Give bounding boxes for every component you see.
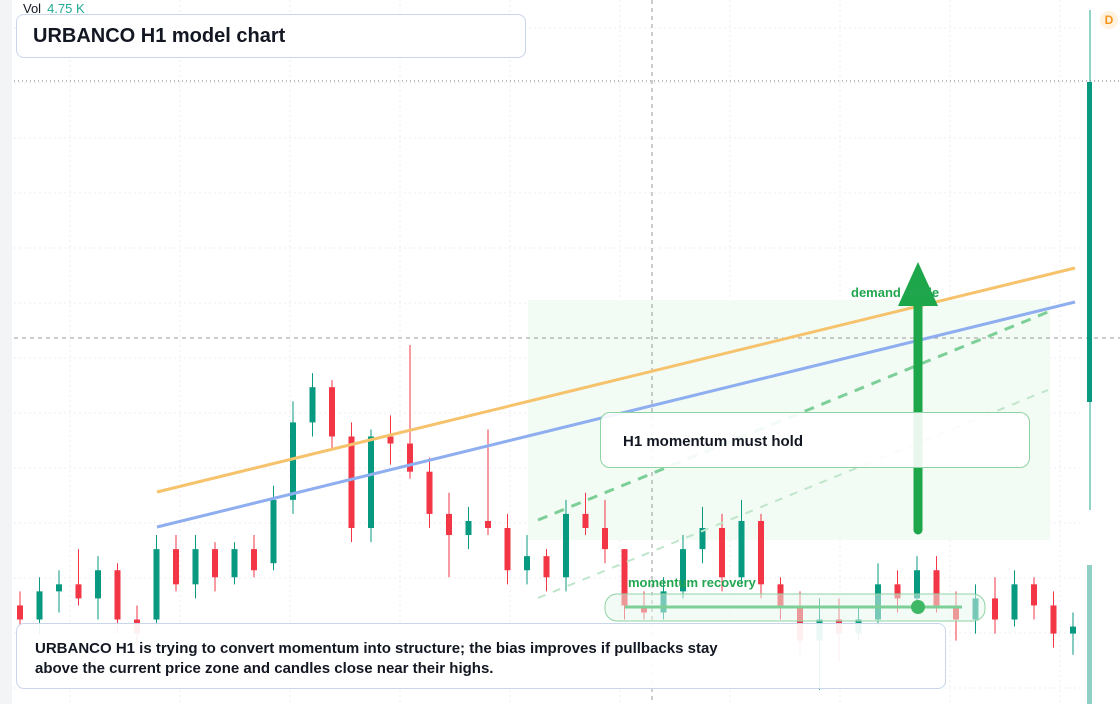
candle-body (348, 436, 355, 528)
vol-value: 4.75 K (47, 1, 85, 16)
title: URBANCO H1 model chart (33, 25, 286, 47)
candles (17, 344, 1076, 690)
candle-body (1050, 605, 1057, 634)
candle-body (329, 387, 335, 437)
candle-body (758, 520, 764, 585)
candle-body (368, 436, 374, 528)
recovery-dot (911, 600, 925, 614)
candle-body (290, 422, 296, 500)
volume-bar-low (1087, 565, 1092, 704)
candle-body (563, 513, 569, 578)
candle-body (582, 513, 589, 528)
candle-body (270, 499, 277, 564)
left-edge (0, 0, 12, 704)
candle-body (543, 556, 550, 578)
candle-body (212, 549, 218, 578)
candle-body (719, 528, 725, 578)
recovery-label: momentum recovery (628, 575, 756, 590)
candle-body (36, 591, 43, 620)
candle-body (1031, 584, 1037, 606)
candle-body (485, 520, 491, 528)
caption-box: URBANCO H1 is trying to convert momentum… (16, 623, 946, 689)
candle-body (894, 584, 901, 599)
volume-readout: Vol 4.75 K (23, 1, 85, 16)
candle-body (465, 520, 472, 536)
candle-body (407, 443, 413, 472)
volume-bar (1087, 82, 1092, 402)
candle-body (153, 549, 160, 620)
candle-body (56, 584, 62, 592)
callout-text: H1 momentum must hold (623, 433, 804, 450)
candle-body (914, 570, 920, 599)
candle-body (173, 549, 179, 585)
candle-body (192, 549, 199, 585)
candle-body (446, 513, 452, 536)
candle-body (504, 528, 511, 571)
candle-body (1070, 626, 1076, 634)
title-box: URBANCO H1 model chart (16, 14, 526, 58)
demand-label: demand guide (851, 285, 940, 300)
candle-body (114, 570, 121, 620)
candle-body (621, 549, 628, 606)
vol-label: Vol (23, 1, 42, 16)
arrow-head (898, 262, 938, 306)
callout: H1 momentum must hold (600, 412, 1030, 468)
candle-body (426, 471, 433, 514)
candle-body (1011, 584, 1018, 620)
caption: URBANCO H1 is trying to convert momentum… (35, 640, 718, 677)
candle-body (738, 520, 745, 578)
candle-body (602, 528, 608, 550)
candle-body (231, 549, 238, 578)
dashed-channel-low (537, 389, 1049, 599)
candle-body (524, 556, 530, 571)
candle-body (75, 584, 82, 599)
candle-body (387, 436, 394, 444)
candle-body (699, 528, 706, 550)
candle-body (992, 598, 998, 620)
candle-body (680, 549, 686, 592)
badge[interactable]: D (1100, 11, 1118, 29)
candle-body (933, 570, 940, 606)
candle-body (309, 387, 316, 423)
candle-body (251, 549, 257, 571)
candle-body (95, 570, 101, 599)
candle-body (17, 605, 23, 620)
